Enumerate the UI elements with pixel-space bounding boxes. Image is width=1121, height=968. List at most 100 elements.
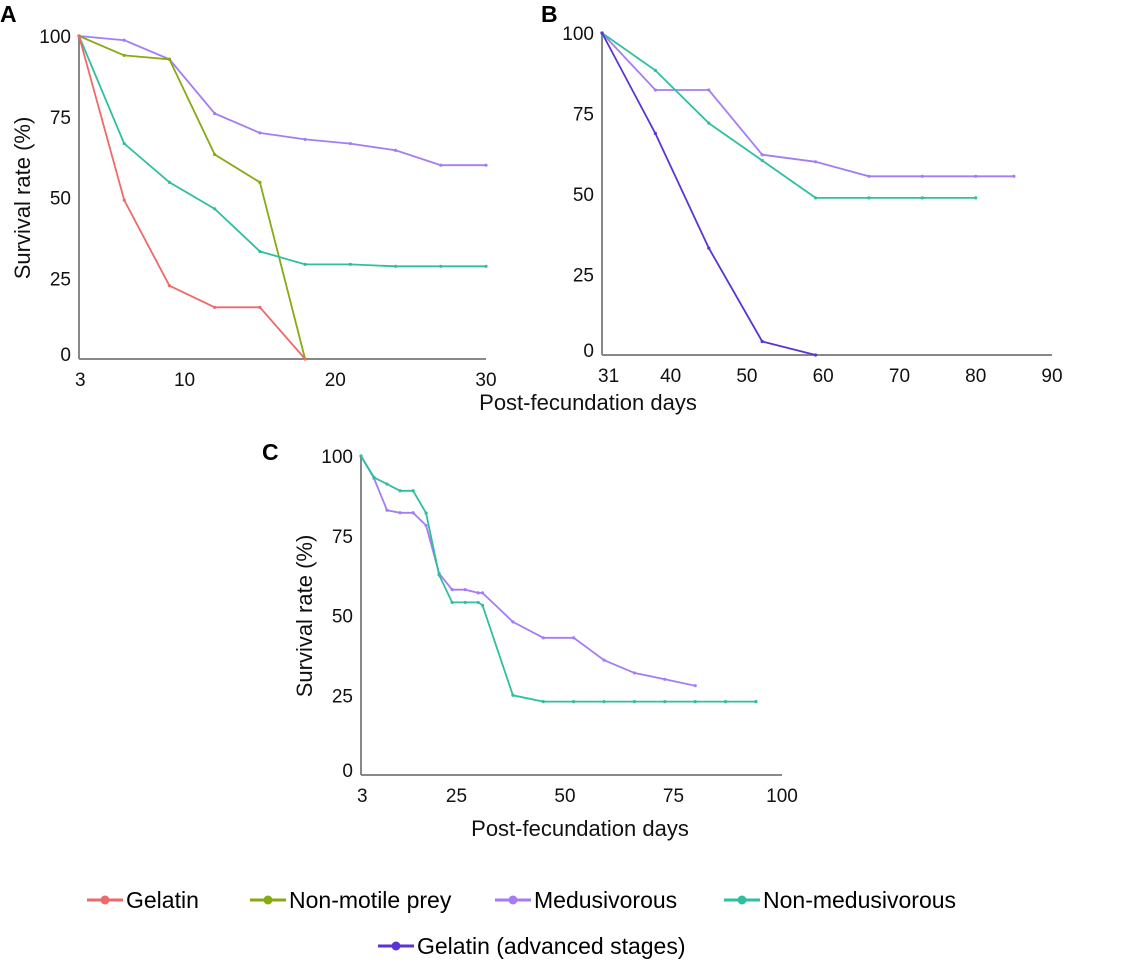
x-tick-label: 50: [736, 366, 757, 387]
series-line: [601, 32, 976, 199]
data-point: [480, 591, 485, 595]
legend-label: Medusivorous: [534, 887, 677, 913]
data-point: [372, 475, 376, 479]
data-point: [258, 249, 262, 254]
data-point: [572, 700, 576, 704]
y-tick-label: 25: [50, 269, 71, 290]
data-point: [411, 511, 415, 515]
data-point: [693, 684, 697, 688]
legend-swatch-marker: [508, 895, 518, 905]
data-point: [167, 180, 172, 184]
data-point: [632, 700, 637, 704]
x-tick-label: 90: [1041, 366, 1062, 387]
data-point: [213, 111, 217, 116]
y-tick-label: 75: [50, 108, 71, 129]
x-tick-label: 3: [357, 786, 368, 807]
data-point: [867, 196, 871, 200]
data-point: [480, 603, 485, 607]
data-point: [359, 454, 363, 458]
legend-item: Non-medusivorous: [724, 887, 956, 913]
data-point: [813, 160, 818, 164]
data-point: [760, 339, 764, 344]
legend-item: Non-motile prey: [250, 887, 452, 913]
data-point: [754, 700, 758, 704]
data-point: [541, 700, 545, 704]
data-point: [424, 523, 428, 528]
data-point: [303, 262, 307, 266]
x-tick-label: 3: [75, 370, 86, 391]
data-point: [663, 700, 667, 704]
data-point: [760, 153, 764, 157]
data-point: [1012, 174, 1016, 178]
data-point: [707, 88, 711, 92]
x-tick-label: 50: [554, 786, 575, 807]
legend-label: Non-motile prey: [289, 887, 452, 913]
data-point: [122, 53, 126, 57]
data-point: [760, 158, 764, 163]
data-point: [602, 658, 606, 662]
legend-item: Gelatin: [87, 887, 199, 913]
data-point: [450, 600, 454, 605]
data-point: [663, 677, 667, 681]
legend-swatch-marker: [391, 941, 401, 951]
series-non-motile-prey: [77, 34, 307, 361]
data-point: [167, 57, 172, 61]
data-point: [398, 489, 402, 493]
data-point: [463, 588, 467, 592]
data-point: [602, 700, 606, 704]
data-point: [463, 600, 467, 605]
series-line: [78, 35, 306, 360]
data-point: [813, 353, 818, 357]
data-point: [693, 700, 697, 704]
data-point: [920, 196, 924, 200]
legend-label: Gelatin (advanced stages): [417, 933, 686, 959]
data-point: [600, 31, 604, 35]
data-point: [348, 262, 352, 266]
series-medusivorous: [77, 34, 488, 167]
panel-letter: A: [0, 1, 17, 27]
data-point: [813, 196, 818, 200]
series-line: [360, 455, 696, 687]
y-tick-label: 75: [573, 105, 594, 126]
data-point: [348, 141, 352, 146]
x-tick-label: 40: [660, 366, 681, 387]
series-gelatin: [77, 34, 307, 361]
series-medusivorous: [600, 31, 1016, 178]
data-point: [974, 174, 978, 178]
y-axis-title: Survival rate (%): [292, 535, 317, 698]
data-point: [572, 636, 576, 640]
data-point: [511, 620, 515, 624]
data-point: [122, 141, 126, 146]
series-non-medusivorous: [600, 31, 978, 200]
x-tick-label: 20: [325, 370, 346, 391]
data-point: [393, 264, 398, 268]
data-point: [632, 671, 637, 675]
y-tick-label: 25: [332, 686, 353, 707]
panel-c: C 0 25 50 75 100 3 25 50 75 100 Survival rate (%) Po…: [262, 439, 798, 841]
series-line: [360, 455, 756, 703]
x-tick-label: 30: [475, 370, 496, 391]
series-line: [78, 35, 486, 268]
data-point: [476, 591, 480, 595]
data-point: [867, 174, 871, 178]
data-point: [511, 693, 515, 697]
panel-letter: B: [541, 1, 558, 27]
series-line: [78, 35, 486, 167]
x-tick-label: 31: [598, 366, 619, 387]
data-point: [541, 636, 545, 640]
data-point: [167, 284, 172, 288]
x-tick-label: 10: [174, 370, 195, 391]
legend: Gelatin Non-motile prey Medusivorous Non-me…: [87, 887, 956, 959]
data-point: [303, 137, 307, 141]
data-point: [424, 511, 428, 515]
data-point: [484, 163, 488, 167]
legend-item: Medusivorous: [495, 887, 677, 913]
data-point: [653, 131, 657, 136]
data-point: [920, 174, 924, 178]
data-point: [439, 264, 443, 268]
data-point: [707, 246, 711, 250]
y-axis-title: Survival rate (%): [10, 117, 35, 280]
y-tick-label: 0: [60, 345, 71, 366]
data-point: [213, 305, 217, 309]
